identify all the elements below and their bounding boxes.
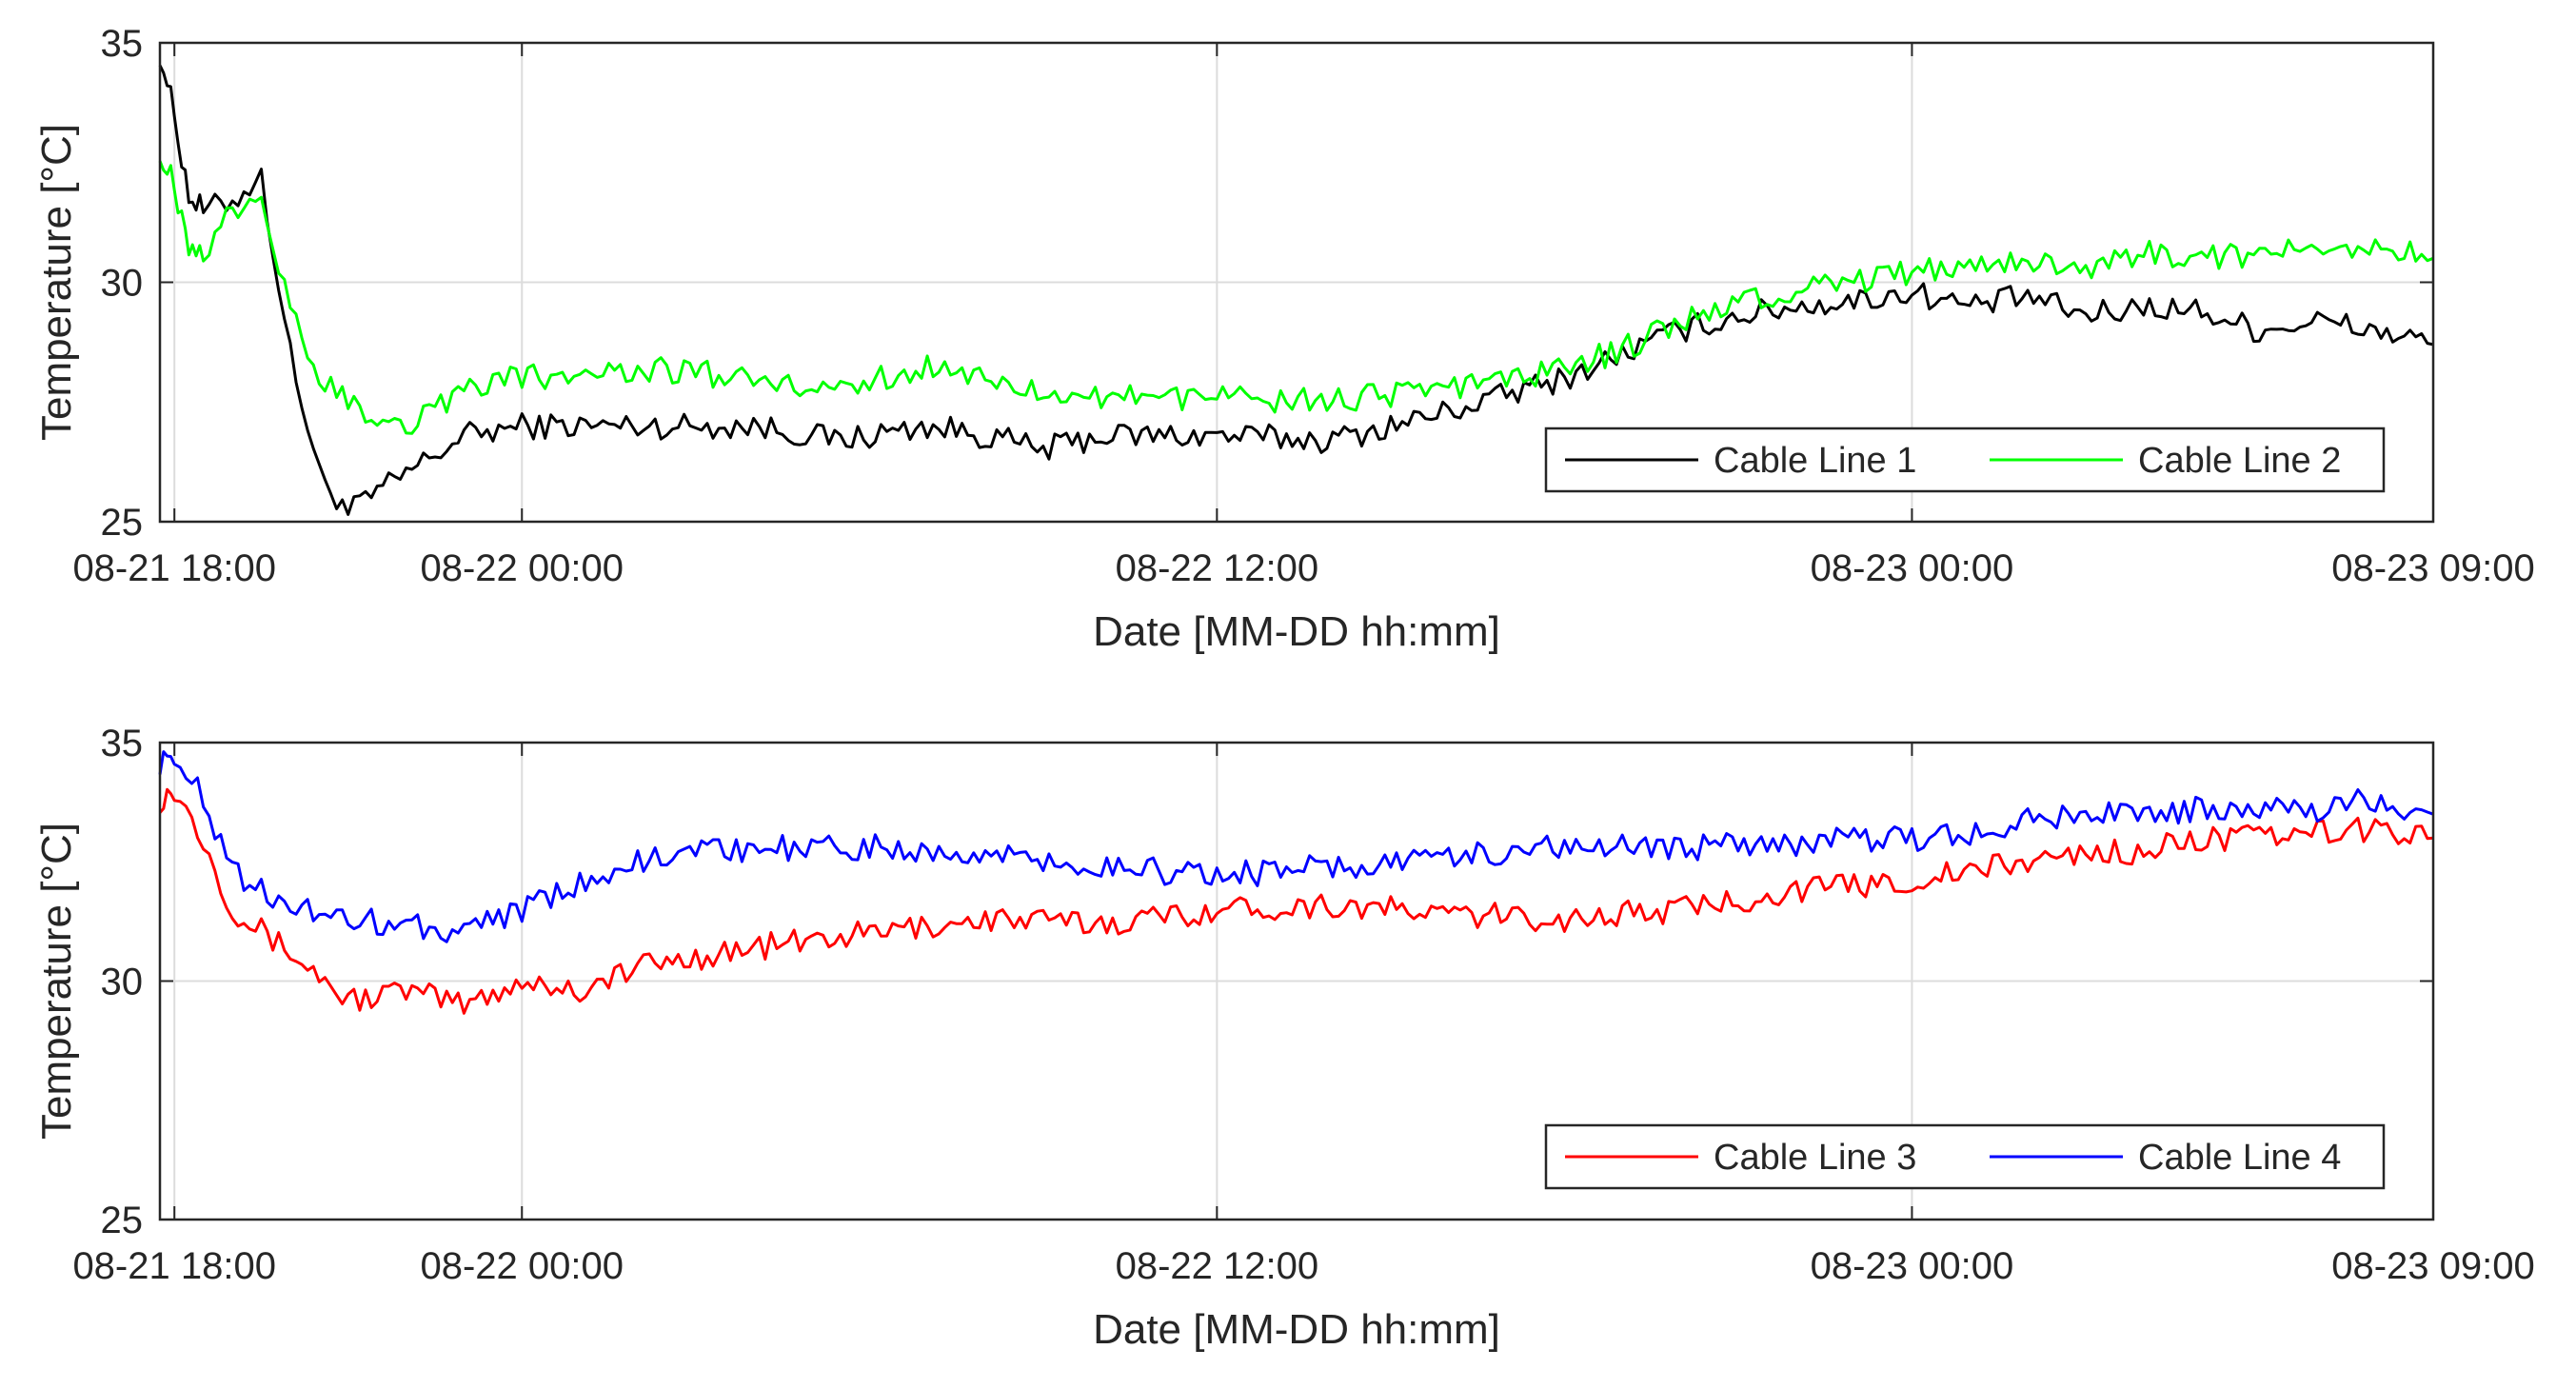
legend: Cable Line 1 Cable Line 2 [1544, 427, 2386, 493]
x-axis-label: Date [MM-DD hh:mm] [1093, 1306, 1500, 1353]
x-tick-label: 08-23 09:00 [2331, 547, 2535, 589]
chart-2: 08-21 18:00 08-22 00:00 08-22 12:00 08-23 0… [33, 723, 2535, 1353]
y-tick-label: 35 [101, 23, 144, 65]
series-line-cable-line-4 [158, 750, 2434, 943]
legend-label: Cable Line 2 [2138, 441, 2341, 481]
series-line-cable-line-1 [158, 64, 2434, 516]
y-tick-label: 25 [101, 502, 144, 544]
x-axis-label: Date [MM-DD hh:mm] [1093, 608, 1500, 655]
y-tick-label: 35 [101, 723, 144, 764]
legend-label: Cable Line 1 [1714, 441, 1916, 481]
x-tick-label: 08-22 00:00 [420, 547, 624, 589]
series-line-cable-line-3 [158, 787, 2434, 1015]
y-tick-label: 25 [101, 1200, 144, 1241]
x-tick-label: 08-22 12:00 [1116, 547, 1319, 589]
y-tick-label: 30 [101, 962, 144, 1003]
y-axis-label: Temperature [°C] [33, 124, 80, 441]
x-tick-label: 08-23 00:00 [1811, 547, 2014, 589]
x-tick-label: 08-22 12:00 [1116, 1245, 1319, 1287]
series-line-cable-line-2 [158, 160, 2434, 435]
chart-1: 08-21 18:00 08-22 00:00 08-22 12:00 08-23 0… [33, 23, 2535, 655]
legend: Cable Line 3 Cable Line 4 [1544, 1123, 2386, 1190]
legend-label: Cable Line 4 [2138, 1138, 2341, 1178]
legend-label: Cable Line 3 [1714, 1138, 1916, 1178]
x-tick-label: 08-21 18:00 [72, 1245, 276, 1287]
y-tick-label: 30 [101, 263, 144, 305]
x-tick-label: 08-21 18:00 [72, 547, 276, 589]
y-axis-label: Temperature [°C] [33, 823, 80, 1140]
x-tick-label: 08-22 00:00 [420, 1245, 624, 1287]
x-tick-label: 08-23 09:00 [2331, 1245, 2535, 1287]
x-tick-label: 08-23 00:00 [1811, 1245, 2014, 1287]
